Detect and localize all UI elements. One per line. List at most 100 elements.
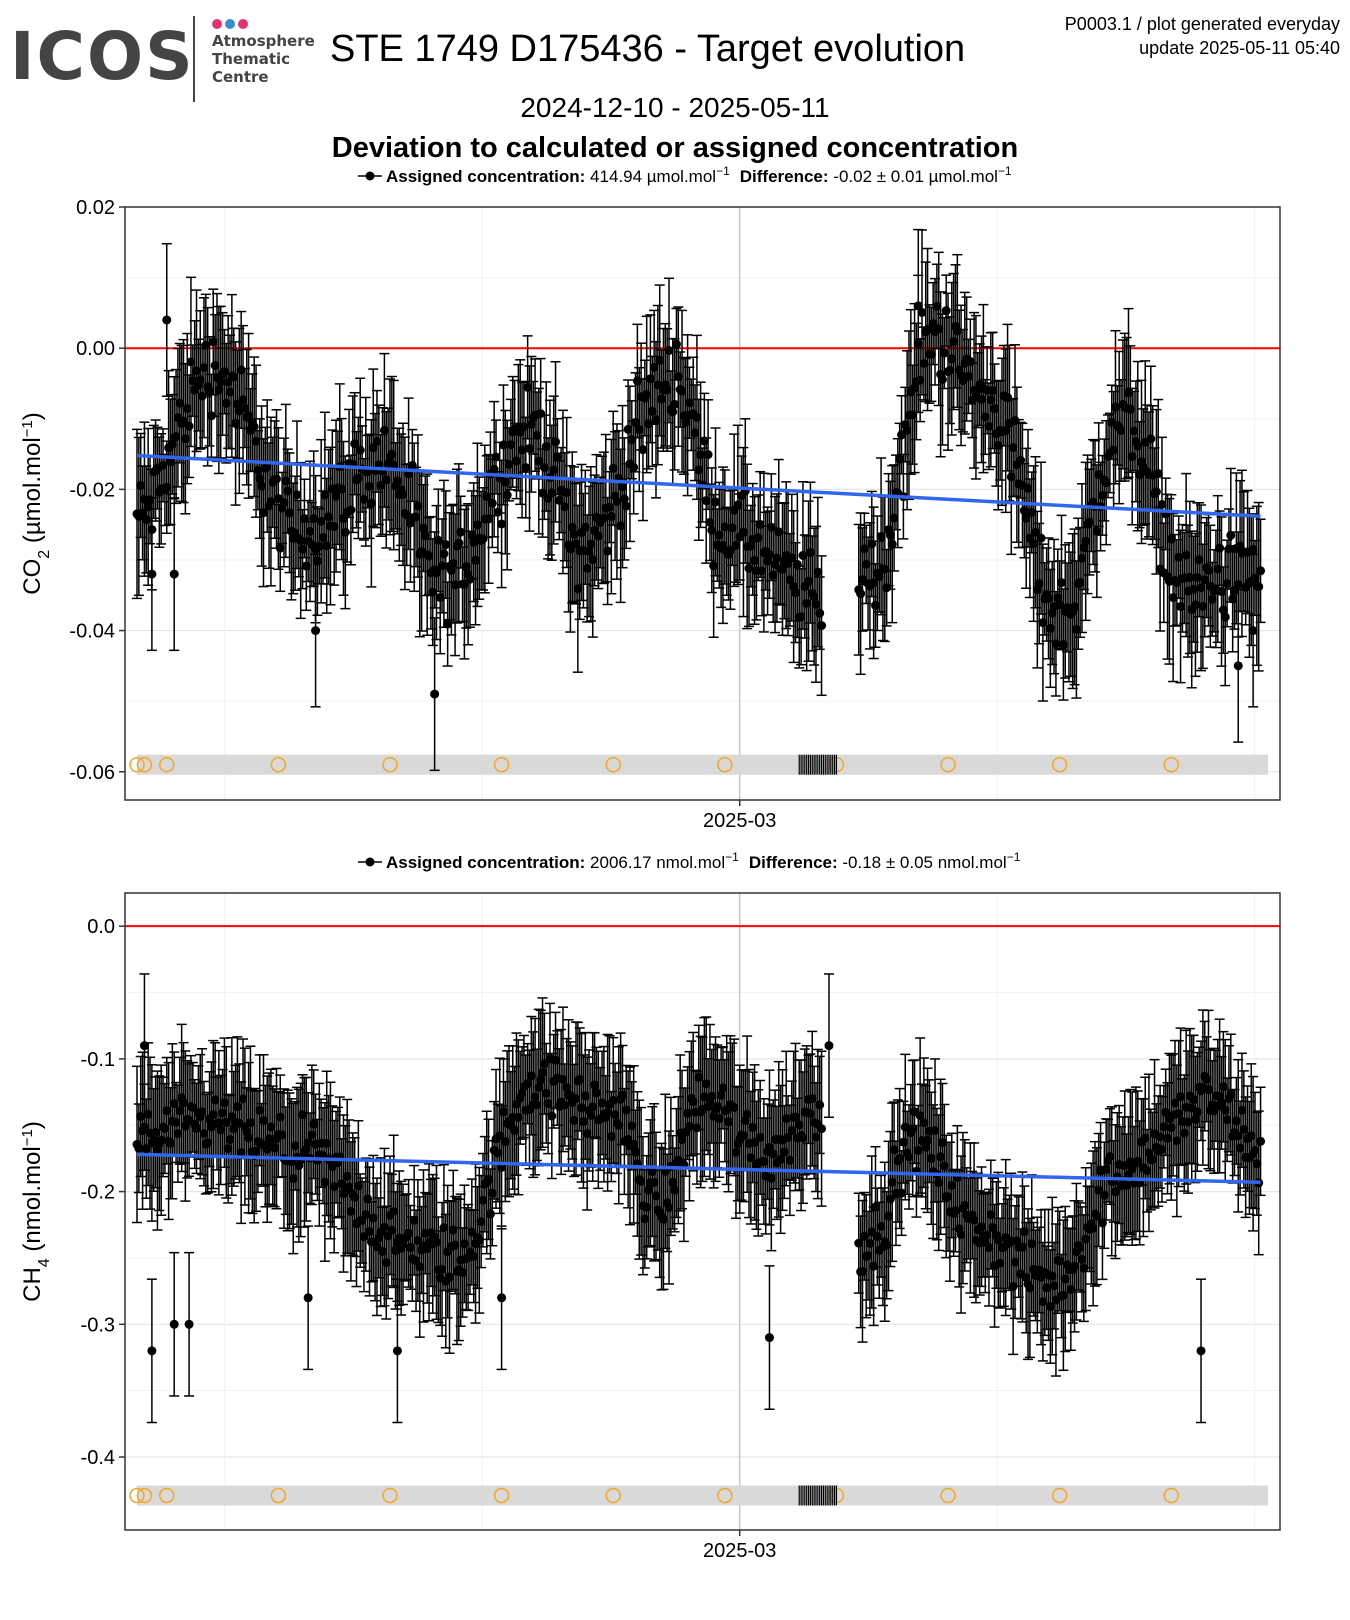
legend-diff-label: Difference: — [740, 167, 834, 186]
data-point — [1153, 469, 1163, 479]
data-point — [815, 1100, 825, 1110]
data-point — [941, 306, 951, 316]
data-point — [1256, 1136, 1266, 1146]
data-point — [1151, 487, 1161, 497]
data-point — [917, 307, 927, 317]
event-circle — [605, 756, 621, 773]
x-tick-label: 2025-03 — [703, 810, 776, 832]
y-axis-label: CH4 (nmol.mol−1) — [19, 1121, 53, 1302]
logo-subtitle: Atmosphere Thematic Centre — [212, 32, 315, 86]
data-point — [1146, 434, 1156, 444]
legend: Assigned concentration: 2006.17 nmol.mol… — [358, 850, 1021, 872]
event-circle — [159, 756, 175, 773]
data-point — [430, 689, 440, 699]
data-point — [552, 452, 562, 462]
event-circle — [270, 756, 287, 773]
y-tick-label: -0.1 — [81, 1049, 115, 1071]
data-point — [1248, 626, 1258, 636]
legend-diff-label: Difference: — [749, 853, 843, 872]
logo-separator — [193, 16, 195, 102]
chart-panel-co2: 0.02 0.00 -0.02 -0.04 -0.06 2025-03 CO2 (µmol.… — [19, 164, 1281, 832]
event-circle — [129, 1487, 145, 1504]
logo-dot-icon — [225, 19, 235, 29]
data-point — [303, 1293, 313, 1303]
y-axis-label-superscript: −1 — [19, 420, 36, 437]
logo-dots-icon — [212, 16, 251, 34]
data-point — [491, 452, 501, 462]
event-band — [137, 754, 1268, 775]
event-circle — [940, 756, 956, 773]
event-circle — [493, 756, 510, 773]
data-point — [603, 546, 613, 556]
update-timestamp: update 2025-05-11 05:40 — [1139, 38, 1340, 58]
y-axis-label-subscript: 2 — [36, 550, 53, 559]
y-tick-label: -0.3 — [81, 1314, 115, 1336]
event-circle — [1051, 1487, 1068, 1504]
data-point — [184, 1319, 194, 1329]
data-point — [551, 437, 561, 447]
y-tick-label: -0.06 — [69, 762, 115, 784]
data-point — [299, 513, 309, 523]
event-band — [137, 1485, 1268, 1506]
data-point — [497, 519, 507, 529]
data-point — [311, 626, 321, 636]
data-point — [668, 407, 678, 417]
data-point — [1254, 582, 1264, 592]
event-circle — [159, 1487, 175, 1504]
data-point — [162, 315, 172, 325]
trend-line — [136, 453, 1261, 518]
event-circle — [1163, 756, 1180, 773]
event-circle — [717, 1487, 733, 1504]
event-circle — [1051, 756, 1068, 773]
data-point — [485, 1209, 495, 1219]
data-point — [671, 339, 681, 349]
data-point — [764, 1333, 774, 1343]
data-point — [547, 1111, 557, 1121]
data-point — [670, 399, 680, 409]
data-point — [441, 540, 451, 550]
data-point — [169, 569, 179, 579]
legend-text: Assigned concentration: 414.94 µmol.mol−… — [386, 164, 1012, 186]
date-range: 2024-12-10 - 2025-05-11 — [520, 92, 830, 123]
event-circle — [605, 1487, 621, 1504]
logo-line-2: Thematic — [212, 50, 291, 68]
y-tick-label: 0.0 — [87, 916, 115, 938]
chart-subtitle: Deviation to calculated or assigned conc… — [331, 132, 1019, 164]
legend-text: Assigned concentration: 2006.17 nmol.mol… — [386, 850, 1021, 872]
y-tick-label: -0.2 — [81, 1182, 115, 1204]
x-tick-label: 2025-03 — [703, 1540, 776, 1562]
data-point — [1157, 499, 1167, 509]
event-circle — [129, 756, 145, 773]
data-point — [147, 1346, 157, 1356]
data-point — [169, 1319, 179, 1329]
data-point — [621, 501, 631, 511]
event-circle — [136, 1487, 153, 1504]
data-point — [1220, 612, 1230, 622]
data-point — [1092, 526, 1102, 536]
icos-logo: ICOS Atmosphere Thematic Centre — [10, 14, 320, 104]
data-point — [1036, 533, 1046, 543]
data-point — [629, 462, 639, 472]
data-point — [1233, 661, 1243, 671]
legend-assigned-value: 414.94 µmol.mol — [590, 167, 716, 186]
data-point — [275, 543, 285, 553]
data-point — [664, 345, 674, 355]
event-circle — [717, 756, 733, 773]
data-point — [258, 508, 268, 518]
y-axis-label-close: ) — [19, 1121, 46, 1129]
y-tick-label: -0.04 — [69, 621, 115, 643]
data-point — [897, 1188, 907, 1198]
event-circle — [940, 1487, 956, 1504]
data-point — [1226, 530, 1236, 540]
y-axis-label-subscript: 4 — [36, 1258, 53, 1267]
event-circle — [270, 1487, 287, 1504]
data-point — [638, 445, 648, 455]
event-circle — [1163, 1487, 1180, 1504]
plot-info: P0003.1 / plot generated everyday update… — [1065, 12, 1340, 60]
legend-assigned-value: 2006.17 nmol.mol — [590, 853, 725, 872]
data-point — [355, 445, 365, 455]
data-point — [497, 1293, 507, 1303]
data-point — [813, 567, 823, 577]
data-point — [272, 474, 282, 484]
